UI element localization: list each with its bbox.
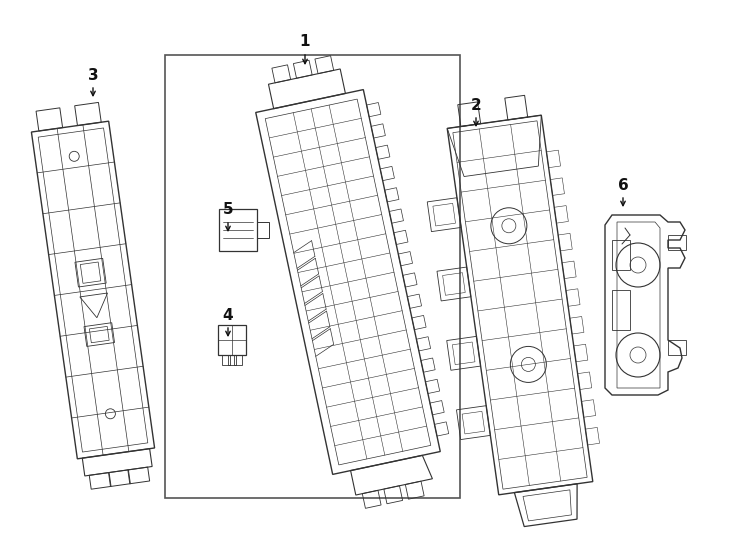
Bar bbox=[612, 290, 630, 330]
Text: 4: 4 bbox=[222, 307, 233, 322]
Bar bbox=[257, 222, 269, 238]
Bar bbox=[668, 340, 686, 355]
Bar bbox=[234, 355, 242, 365]
Bar bbox=[222, 355, 230, 365]
Text: 2: 2 bbox=[470, 98, 482, 112]
Text: 6: 6 bbox=[617, 178, 628, 192]
Bar bbox=[228, 355, 236, 365]
Bar bbox=[612, 240, 630, 270]
Bar bbox=[165, 55, 460, 498]
Text: 1: 1 bbox=[299, 35, 310, 50]
Bar bbox=[668, 235, 686, 250]
Bar bbox=[219, 209, 257, 251]
Text: 3: 3 bbox=[87, 68, 98, 83]
Bar bbox=[218, 325, 246, 355]
Text: 5: 5 bbox=[222, 202, 233, 218]
